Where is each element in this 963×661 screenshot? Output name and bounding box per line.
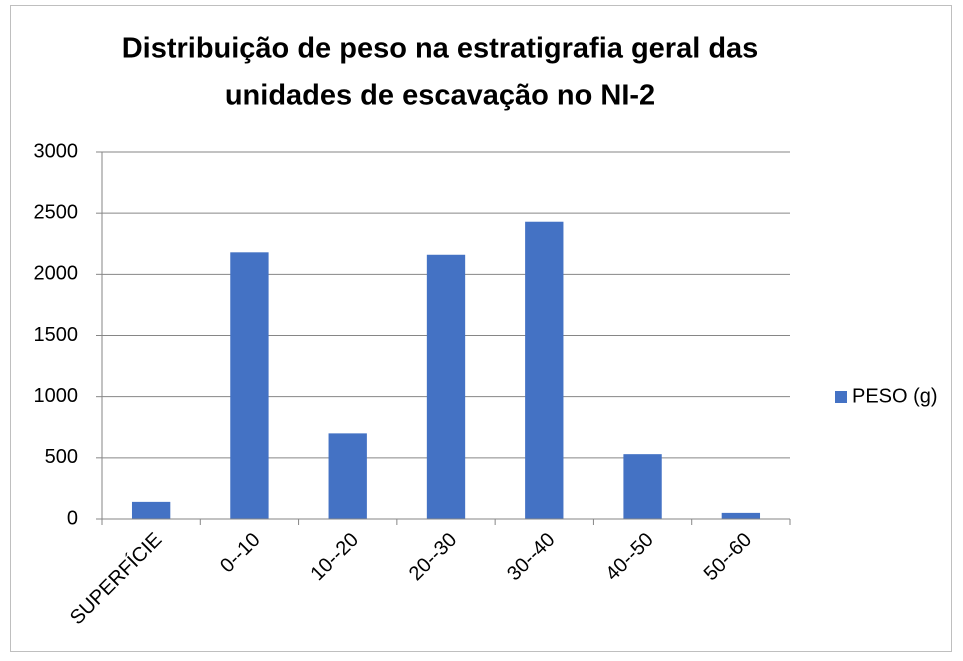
y-tick-label: 2000 bbox=[34, 263, 79, 285]
y-tick-label: 500 bbox=[45, 446, 78, 468]
y-tick-label: 1000 bbox=[34, 385, 79, 407]
chart-border bbox=[10, 5, 952, 652]
y-tick-label: 1500 bbox=[34, 324, 79, 346]
y-tick-label: 2500 bbox=[34, 201, 79, 223]
bar bbox=[623, 454, 662, 519]
bar bbox=[721, 512, 761, 519]
chart-title: unidades de escavação no NI-2 bbox=[225, 80, 655, 112]
bar bbox=[328, 433, 367, 519]
chart-title: Distribuição de peso na estratigrafia ge… bbox=[122, 33, 759, 65]
bar bbox=[131, 501, 171, 519]
bar bbox=[426, 254, 466, 519]
legend-swatch bbox=[835, 391, 847, 403]
y-tick-label: 0 bbox=[67, 507, 78, 529]
y-tick-label: 3000 bbox=[34, 140, 79, 162]
bar bbox=[230, 252, 269, 519]
bar bbox=[525, 221, 564, 520]
legend-label: PESO (g) bbox=[852, 385, 938, 407]
